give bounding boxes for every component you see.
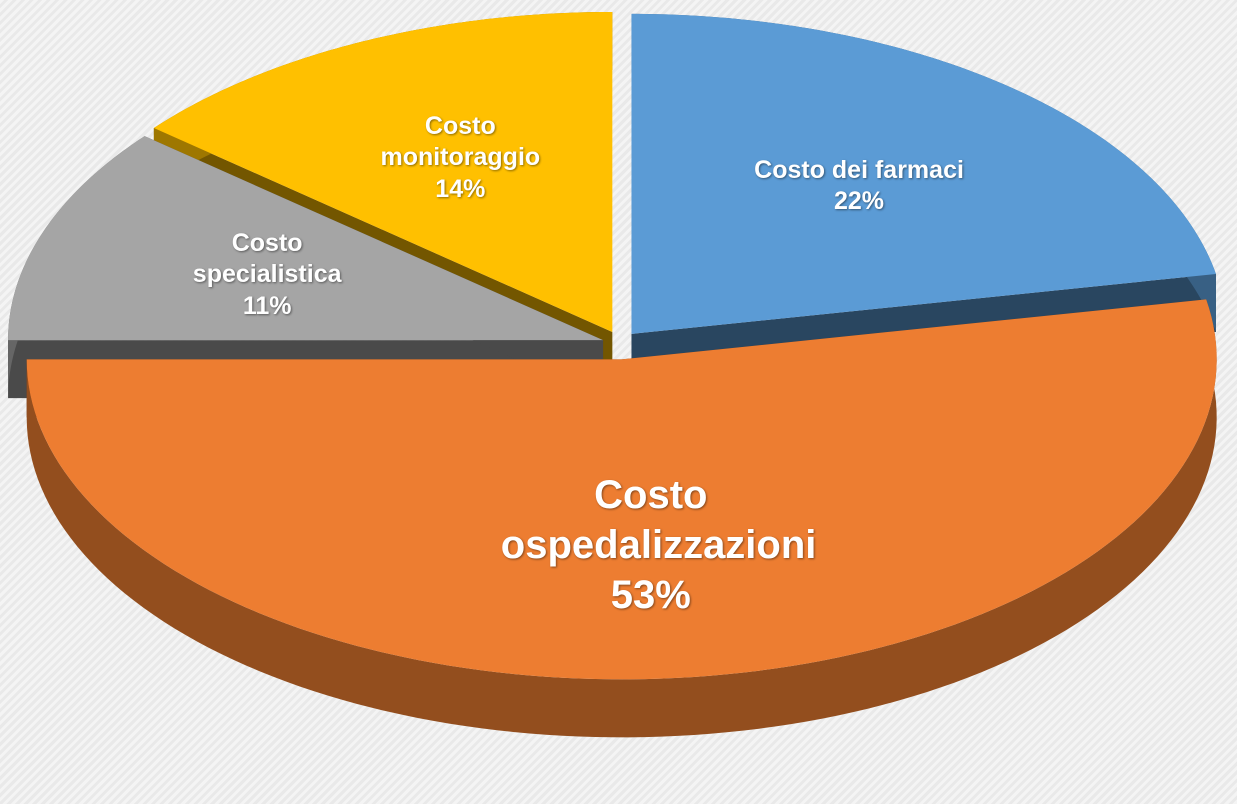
data-label: Costo monitoraggio 14%: [365, 111, 555, 205]
slice-top: [631, 13, 1216, 334]
category-label: Costo specialistica: [192, 229, 342, 289]
value-label: 14%: [435, 174, 486, 203]
value-label: 11%: [242, 291, 292, 320]
slice: [26, 299, 1217, 738]
slice-top: [26, 299, 1217, 680]
category-label: Costo monitoraggio: [380, 112, 541, 172]
data-label: Costo ospedalizzazioni 53%: [441, 470, 861, 620]
category-label: Costo ospedalizzazioni: [500, 472, 817, 567]
data-label: Costo dei farmaci 22%: [679, 155, 1039, 218]
data-label: Costo specialistica 11%: [172, 228, 362, 322]
value-label: 53%: [610, 572, 691, 617]
category-label: Costo dei farmaci: [754, 155, 964, 184]
slice-top: [8, 136, 604, 341]
slice-top: [153, 11, 613, 332]
value-label: 22%: [834, 186, 885, 215]
